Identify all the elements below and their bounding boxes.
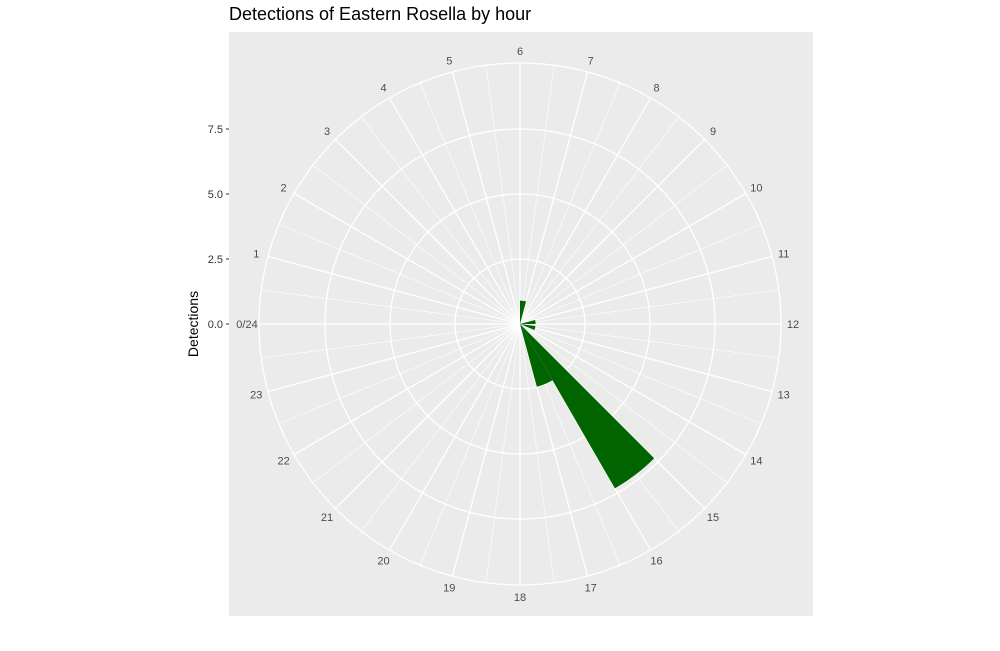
- bar-wedge: [520, 324, 655, 489]
- hour-tick-label: 16: [650, 555, 662, 567]
- hour-tick-label: 19: [443, 583, 455, 595]
- hour-tick-label: 9: [710, 126, 716, 138]
- y-tick-label: 7.5: [208, 124, 223, 136]
- hour-tick-label: 23: [250, 390, 262, 402]
- hour-tick-label: 0/24: [236, 319, 257, 331]
- y-axis-title: Detections: [185, 291, 201, 357]
- grid-ring: [324, 128, 716, 520]
- hour-tick-label: 2: [281, 183, 287, 195]
- bar-wedge: [520, 324, 536, 330]
- hour-tick-label: 8: [653, 83, 659, 95]
- bar-wedge: [520, 300, 527, 324]
- hour-tick-label: 4: [380, 83, 386, 95]
- y-axis: 0.0 2.5 5.0 7.5: [208, 124, 229, 331]
- hour-tick-label: 10: [750, 183, 762, 195]
- y-tick-label: 5.0: [208, 189, 223, 201]
- y-tick-label: 2.5: [208, 254, 223, 266]
- hour-tick-label: 17: [585, 583, 597, 595]
- hour-tick-label: 14: [750, 456, 762, 468]
- bar-wedge: [520, 319, 536, 324]
- hour-tick-label: 22: [277, 456, 289, 468]
- chart-title: Detections of Eastern Rosella by hour: [229, 4, 532, 24]
- y-tick-label: 0.0: [208, 319, 223, 331]
- bars: [520, 300, 655, 489]
- hour-tick-label: 12: [787, 319, 799, 331]
- hour-tick-label: 6: [517, 46, 523, 58]
- hour-tick-label: 20: [377, 555, 389, 567]
- hour-tick-label: 5: [446, 55, 452, 67]
- grid-ring: [389, 193, 651, 455]
- hour-tick-label: 15: [707, 512, 719, 524]
- hour-tick-label: 13: [778, 390, 790, 402]
- hour-tick-label: 18: [514, 592, 526, 604]
- hour-tick-label: 11: [778, 248, 789, 260]
- hour-tick-label: 1: [253, 248, 259, 260]
- grid-ring-outer: [258, 62, 782, 586]
- grid-ring: [454, 258, 586, 390]
- hour-tick-label: 7: [588, 55, 594, 67]
- bar-wedge: [520, 324, 553, 387]
- hour-labels: 0/24123456789101112131415161718192021222…: [236, 46, 799, 604]
- hour-tick-label: 3: [324, 126, 330, 138]
- hour-tick-label: 21: [321, 512, 333, 524]
